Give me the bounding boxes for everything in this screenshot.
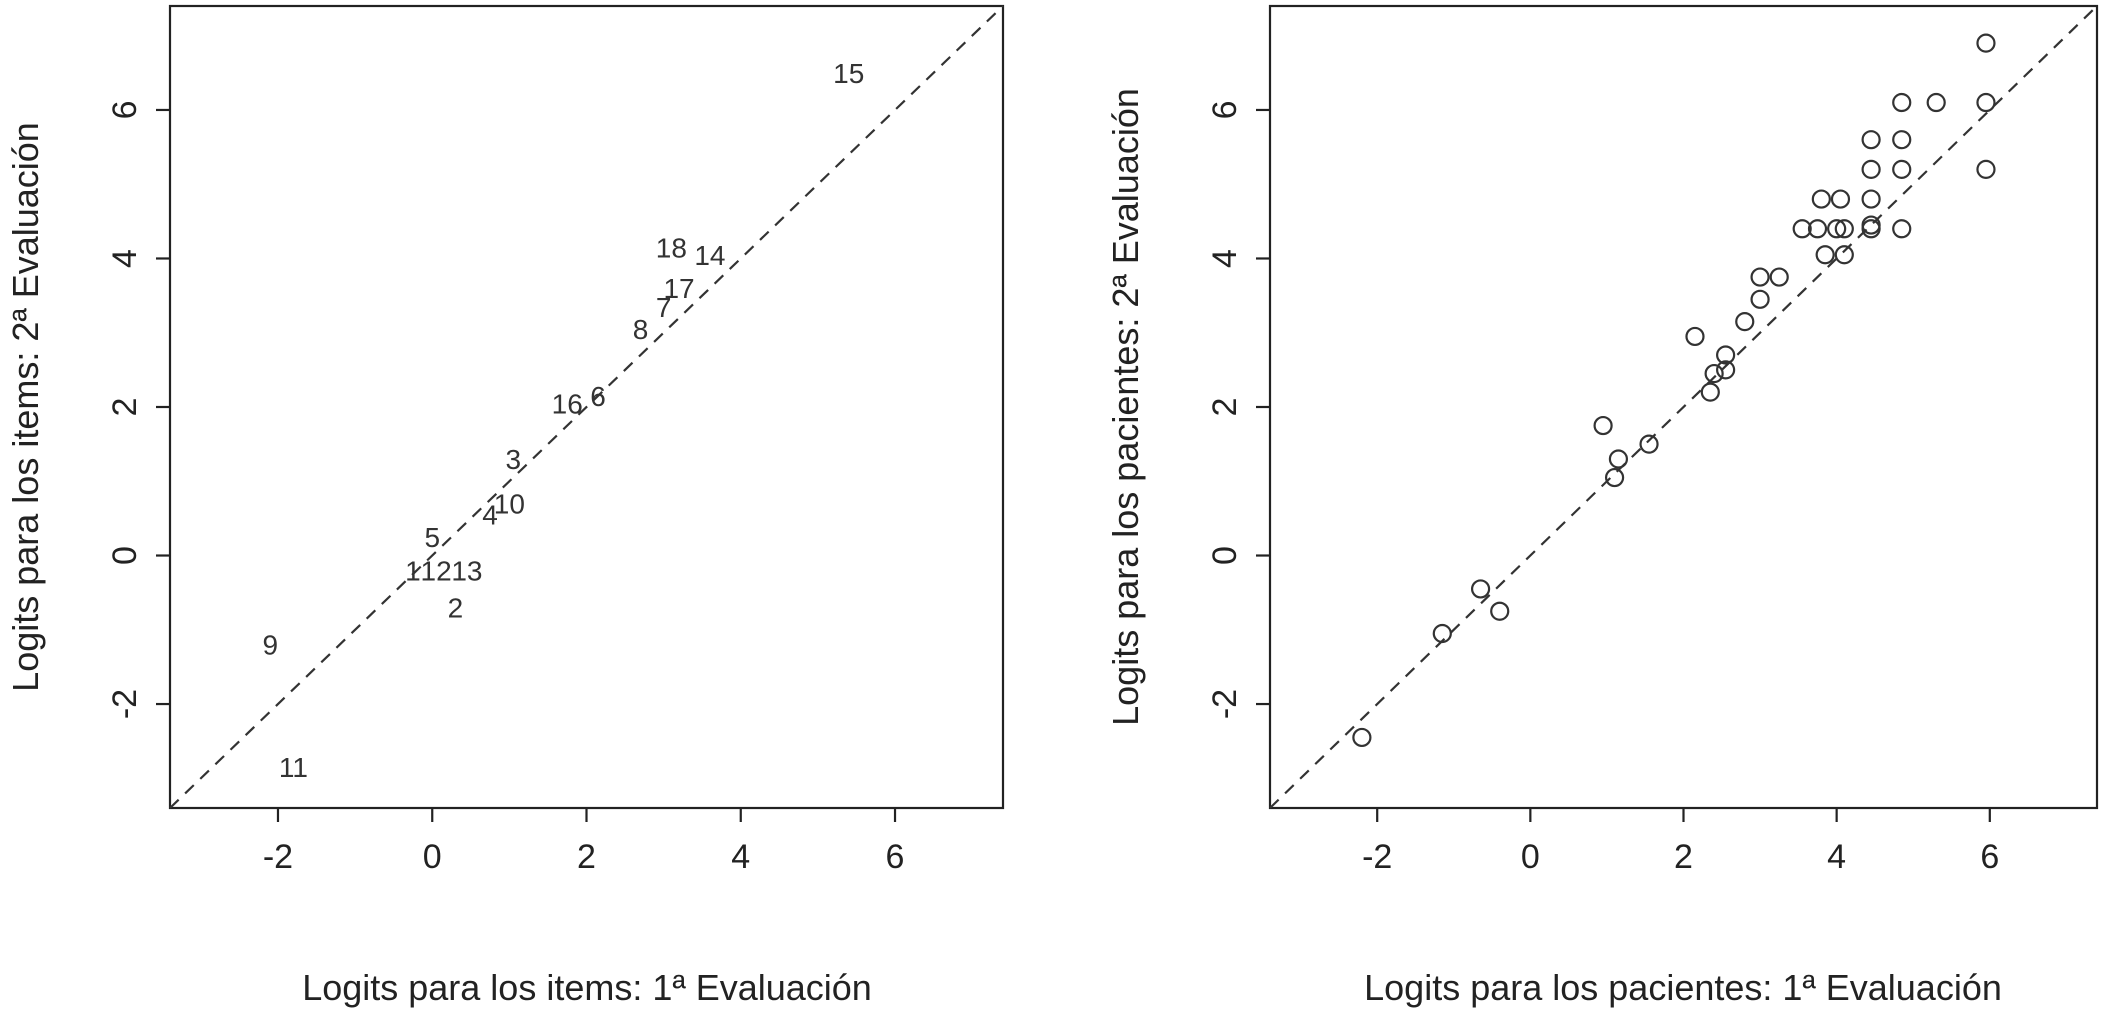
patient-point — [1892, 219, 1912, 239]
item-point-label: 18 — [656, 232, 687, 263]
x-tick-label: 0 — [1521, 838, 1540, 876]
patient-point — [1976, 33, 1996, 53]
patient-point — [1639, 434, 1659, 454]
patient-point — [1926, 92, 1946, 113]
patient-point — [1827, 219, 1847, 239]
patient-point — [1608, 449, 1629, 469]
item-point-label: 2 — [448, 593, 464, 624]
x-axis-label: Logits para los items: 1ª Evaluación — [302, 967, 872, 1008]
y-tick-label: 2 — [106, 398, 144, 417]
x-tick-label: 2 — [1674, 838, 1693, 876]
x-tick-label: -2 — [263, 838, 293, 876]
item-point-label: 3 — [505, 444, 521, 475]
patient-point — [1700, 382, 1720, 402]
y-tick-label: 2 — [1206, 398, 1244, 417]
y-tick-label: 4 — [106, 249, 144, 268]
item-point-label: 13 — [451, 555, 482, 586]
patient-point — [1861, 219, 1881, 239]
patient-point — [1815, 245, 1835, 265]
patient-point — [1861, 159, 1881, 179]
patient-point — [1685, 326, 1705, 347]
item-point-label: 14 — [694, 240, 725, 271]
y-tick-label: -2 — [1206, 689, 1244, 719]
x-tick-label: -2 — [1362, 838, 1392, 876]
patient-point — [1593, 415, 1613, 436]
item-point-label: 16 — [552, 388, 583, 419]
x-tick-label: 2 — [577, 838, 596, 876]
item-point-label: 7 — [656, 292, 672, 323]
patient-point — [1830, 189, 1851, 209]
y-tick-label: 4 — [1206, 249, 1244, 268]
patient-point — [1490, 601, 1510, 621]
right-scatter-panel: -2 0 2 4 6 -2 0 2 4 6 Logits para los pacientes: 1… — [1105, 4, 2099, 1008]
identity-reference-line — [169, 5, 1004, 809]
patient-point — [1811, 189, 1831, 209]
patient-point — [1716, 345, 1736, 365]
item-point-label: 8 — [633, 314, 649, 345]
patient-point — [1834, 245, 1854, 265]
patient-point — [1861, 130, 1881, 150]
patient-point — [1716, 360, 1736, 380]
y-tick-label: 6 — [106, 101, 144, 120]
left-scatter-panel: -2 0 2 4 6 -2 0 2 4 6 Logits para los items: 1ª Ev… — [5, 4, 1005, 1008]
x-tick-label: 6 — [1980, 838, 1999, 876]
patient-point — [1470, 579, 1491, 599]
patient-point — [1892, 92, 1912, 113]
item-point-label: 17 — [663, 273, 694, 304]
y-tick-label: 0 — [106, 546, 144, 565]
patient-point — [1604, 467, 1625, 488]
patient-point — [1704, 363, 1724, 384]
patient-point — [1861, 215, 1881, 235]
patient-point — [1432, 623, 1452, 644]
item-point-label: 9 — [262, 630, 278, 661]
patient-point — [1861, 189, 1881, 209]
patient-point — [1834, 219, 1854, 239]
x-tick-label: 6 — [886, 838, 905, 876]
y-tick-label: 0 — [1206, 546, 1244, 565]
x-tick-label: 4 — [731, 838, 750, 876]
item-point-label: 11 — [279, 752, 308, 783]
patient-point — [1976, 159, 1996, 179]
patient-point — [1735, 312, 1755, 332]
y-tick-label: 6 — [1206, 101, 1244, 120]
item-point-label: 6 — [590, 381, 606, 412]
patient-point — [1976, 92, 1996, 113]
patient-point — [1792, 219, 1812, 239]
x-tick-label: 4 — [1827, 838, 1846, 876]
patient-point — [1892, 130, 1912, 150]
identity-reference-line — [1269, 5, 2098, 809]
item-point-label: 15 — [833, 58, 864, 89]
item-point-label: 1 — [405, 555, 421, 586]
patient-point — [1807, 219, 1828, 239]
patient-point — [1352, 727, 1372, 748]
x-axis-label: Logits para los pacientes: 1ª Evaluación — [1364, 967, 2002, 1008]
patient-point — [1769, 267, 1789, 287]
patient-point — [1892, 159, 1912, 179]
y-axis-label: Logits para los pacientes: 2ª Evaluación — [1105, 88, 1146, 726]
patient-point — [1750, 267, 1770, 287]
item-point-label: 4 — [482, 500, 498, 531]
x-tick-label: 0 — [423, 838, 442, 876]
item-point-label: 10 — [494, 489, 525, 520]
patient-point — [1750, 289, 1770, 309]
y-axis-label: Logits para los items: 2ª Evaluación — [5, 122, 46, 692]
item-point-label: 5 — [424, 522, 440, 553]
y-tick-label: -2 — [106, 689, 144, 719]
item-point-label: 12 — [421, 555, 452, 586]
